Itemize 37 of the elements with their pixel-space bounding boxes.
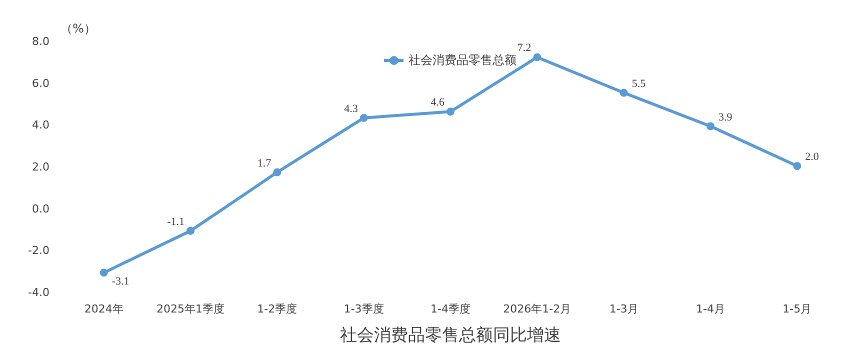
- y-tick-label: 8.0: [32, 35, 50, 48]
- x-tick-label: 1-4月: [696, 302, 725, 316]
- x-tick-label: 1-2季度: [257, 302, 298, 316]
- point: [360, 114, 368, 122]
- data-label: 2.0: [805, 151, 820, 163]
- data-label: -1.1: [167, 216, 185, 228]
- point: [706, 122, 714, 130]
- x-tick-label: 2026年1-2月: [503, 302, 572, 316]
- data-label: 3.9: [718, 111, 733, 124]
- x-tick-label: 2025年1季度: [156, 302, 225, 316]
- data-label: 1.7: [257, 157, 272, 170]
- data-label: 4.3: [344, 102, 358, 115]
- point: [793, 162, 802, 170]
- x-tick-label: 1-3月: [609, 302, 638, 316]
- data-label: 7.2: [517, 42, 532, 54]
- text: 社会消费品零售总额同比增速: [340, 326, 561, 346]
- x-tick-label: 1-4季度: [430, 302, 470, 316]
- data-label: 5.5: [632, 78, 646, 90]
- y-tick-label: -2.0: [28, 244, 50, 258]
- y-tick-label: -4.0: [28, 286, 50, 299]
- y-axis-title: （%）: [60, 22, 96, 36]
- data-label: 4.6: [430, 96, 445, 109]
- x-tick-label: 1-3季度: [344, 302, 384, 316]
- x-tick-label: 1-5月: [782, 302, 812, 316]
- point: [620, 88, 628, 97]
- point: [446, 108, 454, 116]
- data-label: -3.1: [112, 276, 130, 288]
- x-tick-label: 2024年: [84, 302, 124, 316]
- point: [533, 53, 542, 62]
- point: [186, 226, 194, 235]
- y-tick-label: 0.0: [32, 202, 50, 216]
- point: [100, 268, 108, 277]
- y-tick-label: 6.0: [32, 76, 50, 90]
- y-tick-label: 2.0: [32, 160, 50, 174]
- point: [273, 168, 282, 176]
- legend-label: 社会消费品零售总额: [408, 52, 516, 68]
- y-tick-label: 4.0: [32, 118, 50, 132]
